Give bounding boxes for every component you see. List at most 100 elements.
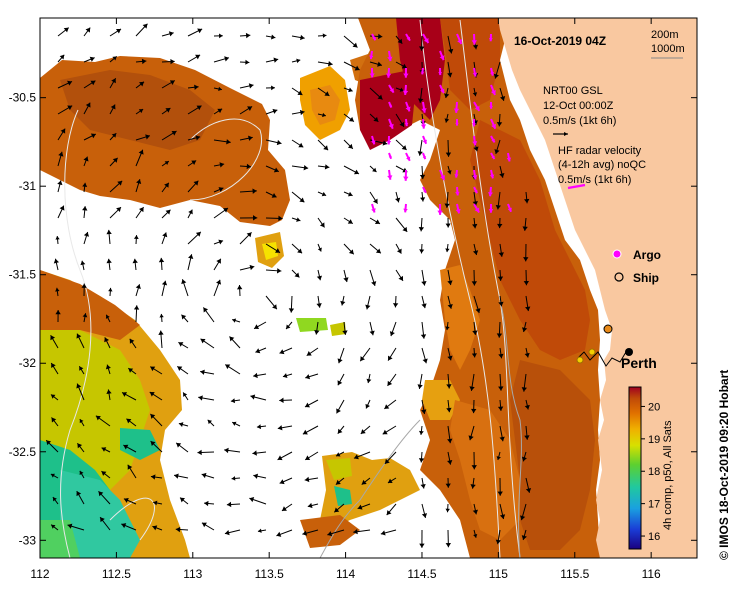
velocity-arrow xyxy=(418,451,425,463)
velocity-arrow xyxy=(161,130,177,141)
perth-marker xyxy=(625,348,633,356)
velocity-arrow xyxy=(265,295,278,310)
velocity-arrow xyxy=(343,139,354,150)
velocity-arrow xyxy=(365,295,371,310)
velocity-arrow xyxy=(161,80,176,89)
velocity-arrow xyxy=(447,347,453,361)
model-velocity-arrows xyxy=(45,23,532,548)
radar-arrow xyxy=(454,169,459,178)
velocity-arrow xyxy=(445,321,450,331)
velocity-arrow xyxy=(291,34,305,41)
velocity-arrow xyxy=(497,477,503,496)
velocity-arrow xyxy=(420,477,426,489)
velocity-arrow xyxy=(150,413,163,427)
velocity-arrow xyxy=(239,264,255,271)
colorbar-ticks: 20 19 18 17 16 xyxy=(641,401,660,543)
velocity-arrow xyxy=(307,502,319,509)
velocity-arrow xyxy=(304,399,319,408)
velocity-arrow xyxy=(126,418,137,427)
velocity-arrow xyxy=(253,372,267,379)
velocity-arrow xyxy=(135,58,147,65)
ship-legend-label: Ship xyxy=(633,271,659,285)
colorbar-tick-label: 19 xyxy=(648,434,660,446)
radar-title: HF radar velocity xyxy=(558,145,642,157)
velocity-arrow xyxy=(395,191,401,203)
velocity-arrow xyxy=(79,418,85,427)
velocity-arrow xyxy=(161,58,175,65)
velocity-arrow xyxy=(239,163,252,170)
velocity-arrow xyxy=(277,425,293,431)
scale-label-200m: 200m xyxy=(651,29,679,41)
velocity-arrow xyxy=(496,113,503,127)
velocity-arrow xyxy=(101,447,111,453)
velocity-arrow xyxy=(121,523,137,531)
velocity-arrow xyxy=(447,425,453,444)
radar-arrow xyxy=(473,101,481,112)
velocity-arrow xyxy=(57,80,73,89)
velocity-arrow xyxy=(369,321,375,336)
velocity-arrow xyxy=(493,61,501,79)
velocity-arrow xyxy=(417,139,423,156)
velocity-arrow xyxy=(249,497,267,505)
velocity-arrow xyxy=(173,473,189,479)
velocity-arrow xyxy=(420,191,426,202)
velocity-arrow xyxy=(473,529,478,538)
velocity-arrow xyxy=(76,443,85,453)
velocity-arrow xyxy=(135,206,145,219)
velocity-arrow xyxy=(187,180,199,193)
velocity-arrow xyxy=(468,425,475,441)
x-tick-label: 112 xyxy=(30,567,49,581)
velocity-arrow xyxy=(79,470,85,479)
radar-arrow xyxy=(472,67,478,77)
velocity-arrow xyxy=(279,347,293,355)
velocity-arrow xyxy=(395,113,405,128)
velocity-arrow xyxy=(445,139,452,157)
radar-arrow xyxy=(439,169,446,181)
velocity-arrow xyxy=(382,425,397,435)
velocity-arrow xyxy=(387,347,397,361)
velocity-arrow xyxy=(213,187,224,193)
velocity-arrow xyxy=(291,191,305,203)
velocity-arrow xyxy=(187,84,199,90)
scale-label-1000m: 1000m xyxy=(651,43,685,55)
radar-arrow xyxy=(403,169,409,181)
velocity-arrow xyxy=(472,87,478,97)
x-axis: 112 112.5 113 113.5 114 114.5 115 115.5 116 xyxy=(30,18,661,581)
velocity-arrow xyxy=(369,269,377,287)
velocity-arrow xyxy=(187,231,202,245)
radar-arrow xyxy=(388,84,395,94)
velocity-arrow xyxy=(498,373,504,391)
velocity-arrow xyxy=(444,113,450,123)
radar-arrow xyxy=(456,33,463,45)
velocity-arrow xyxy=(106,229,112,245)
velocity-arrow xyxy=(109,104,116,115)
velocity-arrow xyxy=(395,217,408,233)
velocity-arrow xyxy=(57,27,70,37)
velocity-arrow xyxy=(395,139,407,151)
velocity-arrow xyxy=(57,151,64,167)
y-tick-label: -30.5 xyxy=(9,91,37,105)
radar-arrow xyxy=(437,203,443,215)
velocity-arrow xyxy=(45,439,59,453)
velocity-arrow xyxy=(239,59,250,65)
velocity-arrow xyxy=(132,258,138,271)
radar-arrow xyxy=(371,33,377,41)
velocity-arrow xyxy=(82,206,88,219)
velocity-arrow xyxy=(239,83,254,89)
radar-arrow xyxy=(388,152,393,160)
velocity-arrow xyxy=(265,85,275,91)
velocity-arrow xyxy=(365,399,371,409)
velocity-arrow xyxy=(67,523,85,531)
velocity-arrow xyxy=(109,157,118,167)
radar-arrow xyxy=(471,33,477,45)
velocity-arrow xyxy=(335,477,345,485)
velocity-arrow xyxy=(135,108,144,115)
velocity-arrow xyxy=(257,528,267,533)
velocity-arrow xyxy=(521,321,528,333)
radar-arrow xyxy=(489,67,495,76)
velocity-arrow xyxy=(253,473,267,479)
velocity-arrow xyxy=(109,132,117,141)
radar-arrow xyxy=(405,33,411,42)
radar-arrow xyxy=(473,203,480,213)
